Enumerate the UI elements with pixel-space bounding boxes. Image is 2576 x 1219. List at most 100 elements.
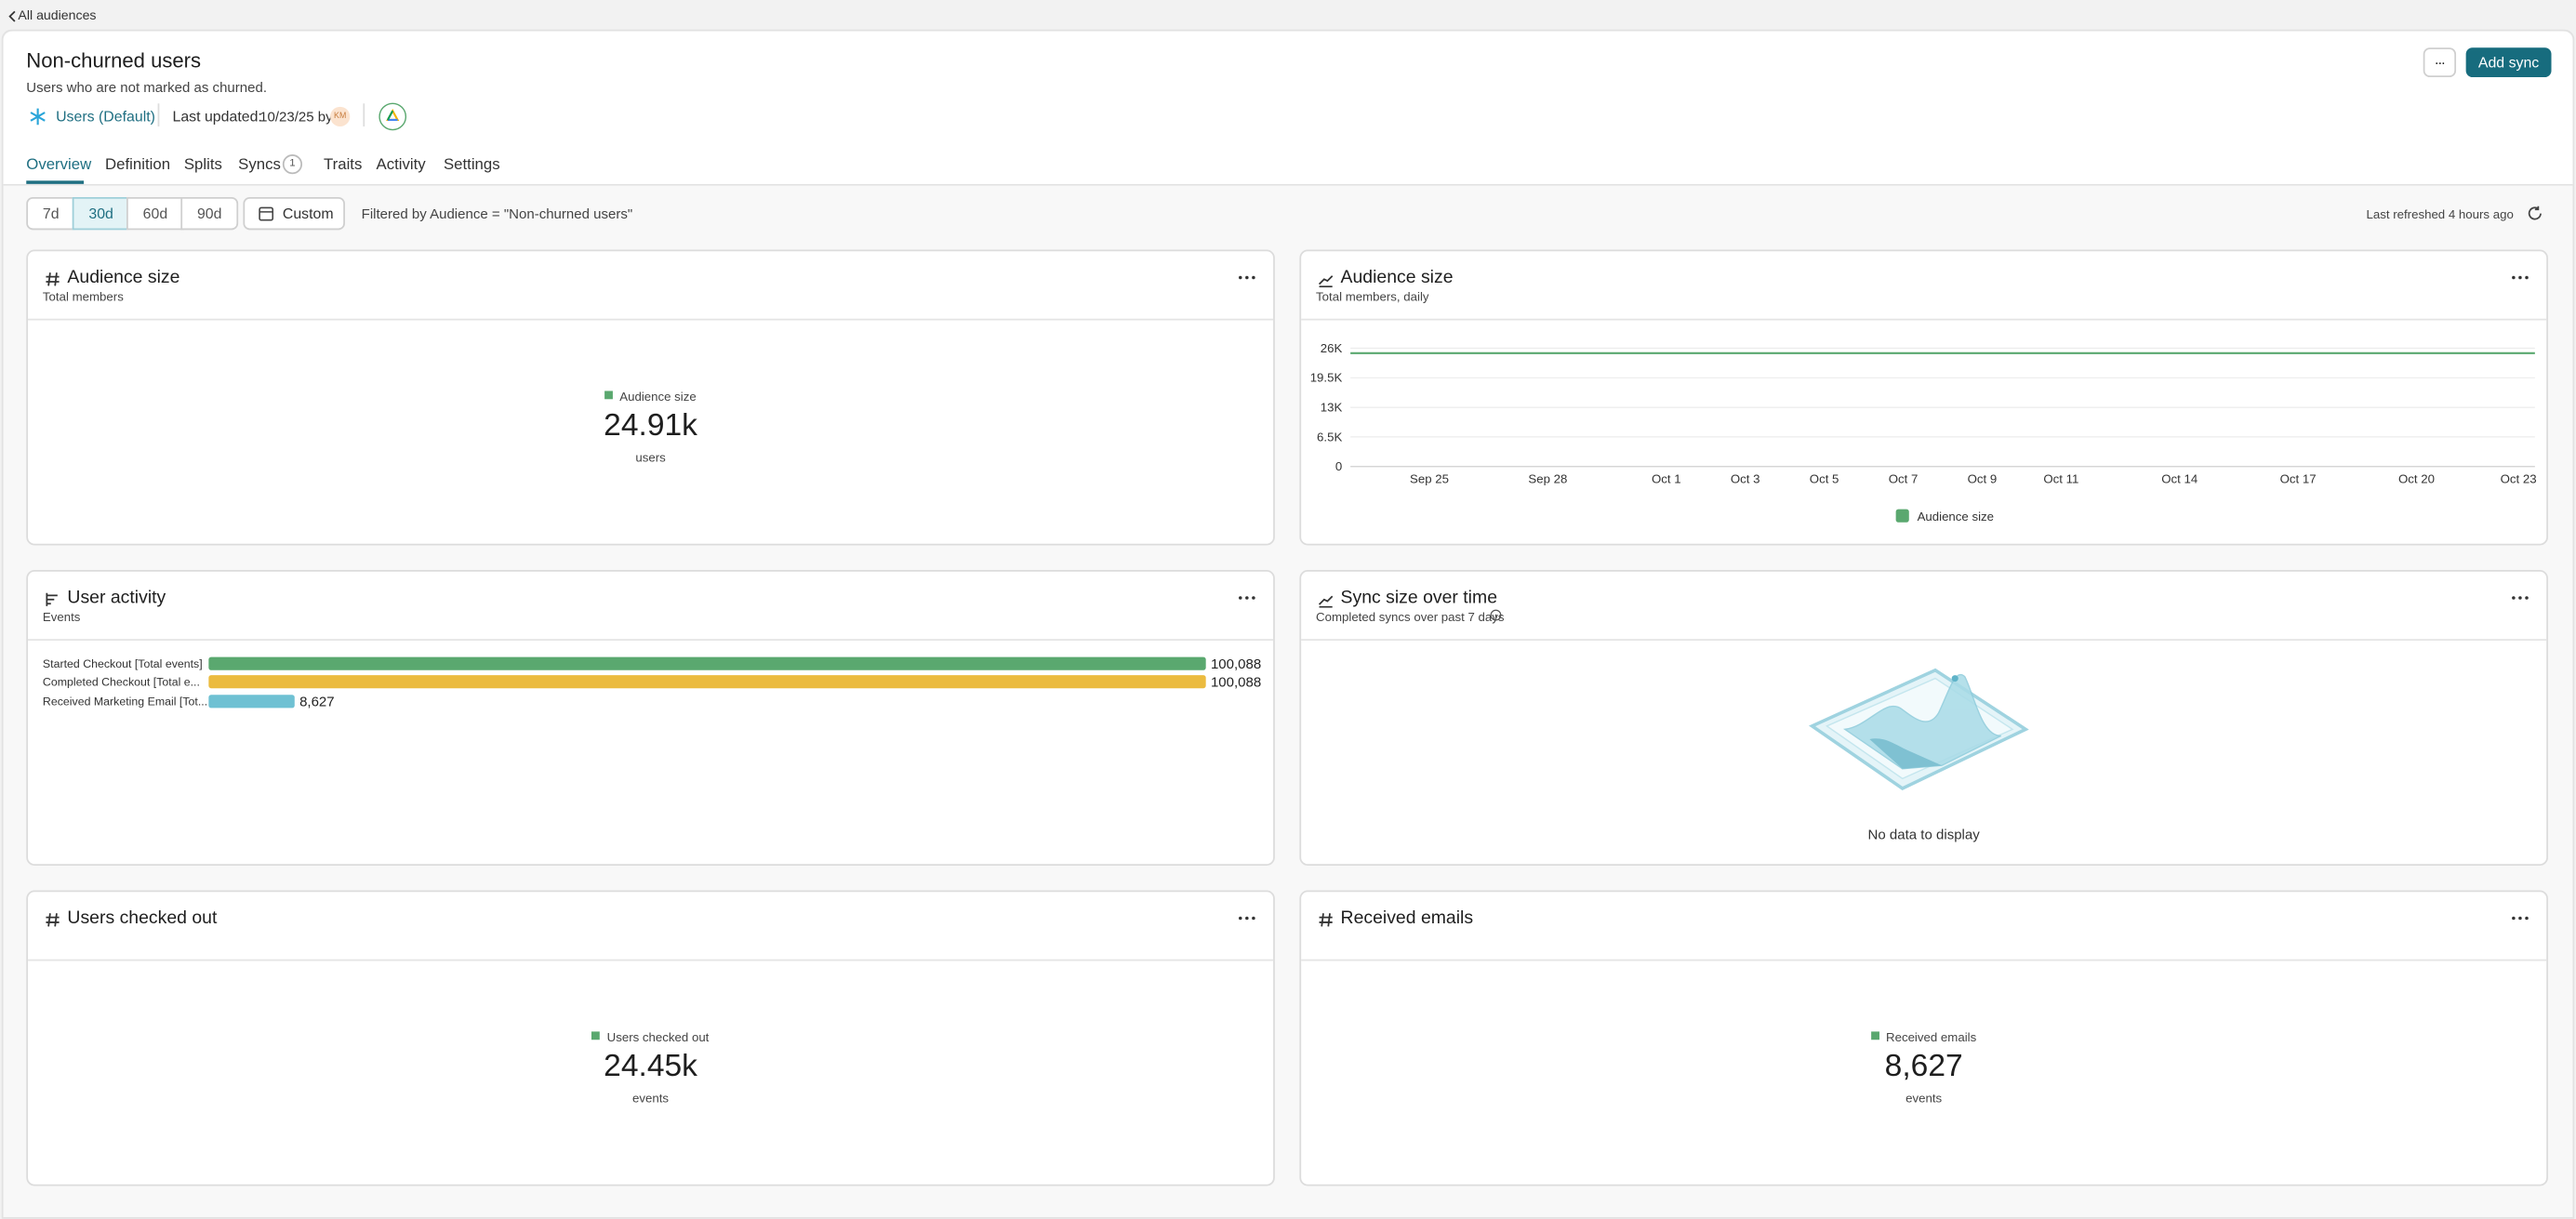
menu-dot: [2518, 916, 2522, 921]
menu-dot: [1252, 596, 1255, 600]
range-button[interactable]: 90d: [180, 196, 239, 231]
icon-stroke: [47, 913, 51, 927]
x-tick-label: Oct 9: [1968, 471, 1998, 485]
legend-swatch: [1871, 1031, 1879, 1040]
metric-legend: Received emails: [1301, 1030, 2546, 1048]
legend-label: Users checked out: [606, 1029, 710, 1045]
refresh-icon[interactable]: [2527, 205, 2543, 222]
tab[interactable]: Syncs: [238, 155, 281, 175]
panel-header: Sync size over time Completed syncs over …: [1301, 572, 2547, 641]
panel-icon: [46, 592, 58, 606]
icon-stroke: [1318, 275, 1334, 285]
y-tick-label: 26K: [1321, 341, 1343, 355]
destination-icon[interactable]: [378, 102, 407, 132]
menu-dot: [1245, 596, 1249, 600]
menu-dot: [2512, 916, 2516, 921]
panel-menu[interactable]: [1237, 913, 1256, 923]
y-tick-label: 13K: [1321, 401, 1343, 415]
legend-label: Audience size: [619, 389, 697, 404]
range-button[interactable]: 60d: [126, 196, 184, 231]
menu-dot: [2525, 916, 2529, 921]
panel-subtitle: Total members, daily: [1316, 288, 1429, 304]
panel-title: Audience size: [1340, 267, 1454, 288]
panel-icon: [1319, 913, 1333, 927]
refreshed-text: Last refreshed 4 hours ago: [2366, 206, 2514, 222]
value-label: 8,627: [299, 695, 335, 710]
chart: Started Checkout [Total events] 100,088 Co…: [43, 656, 1261, 710]
x-tick-label: Oct 14: [2161, 471, 2198, 485]
panel-title: Sync size over time: [1340, 588, 1498, 608]
menu-dot: [1239, 916, 1242, 921]
add-sync-button[interactable]: Add sync: [2465, 47, 2552, 78]
updated-date: 10/23/25 by: [259, 108, 333, 126]
panel: Audience size Total members Audience size 2…: [26, 249, 1275, 546]
x-tick-label: Oct 1: [1652, 471, 1681, 485]
bar: [208, 656, 1206, 670]
info-icon[interactable]: [1490, 609, 1502, 621]
menu-dot: [2512, 596, 2516, 600]
icon-stroke: [1327, 913, 1331, 927]
tab[interactable]: Definition: [105, 155, 171, 175]
menu-dot: [2525, 275, 2529, 280]
metric-value: 24.91k: [604, 408, 697, 444]
value-label: 100,088: [1211, 674, 1261, 690]
custom-button[interactable]: Custom: [243, 196, 345, 231]
divider: [363, 103, 365, 127]
panel-title: Audience size: [67, 267, 180, 288]
chart: 0 6.5K 13K 19.5K 26K Sep 25 Sep 28 Oct 1 Oct 3 Oc…: [1310, 341, 2537, 523]
value-label: 100,088: [1211, 656, 1261, 672]
panel-header: Audience size Total members: [28, 251, 1274, 321]
tab[interactable]: Overview: [26, 155, 92, 175]
legend-label: Audience size: [1918, 510, 1994, 523]
info-circle: [1490, 609, 1502, 621]
metric: Audience size 24.91k users: [28, 390, 1273, 465]
more-button[interactable]: ...: [2423, 47, 2457, 78]
range-button[interactable]: 30d: [72, 196, 130, 231]
header: Non-churned users Users who are not mark…: [3, 31, 2573, 186]
x-tick-label: Oct 17: [2280, 471, 2317, 485]
panel-menu[interactable]: [2510, 913, 2530, 923]
divider: [157, 103, 160, 127]
panel-menu[interactable]: [1237, 272, 1256, 283]
panel-subtitle: Total members: [42, 288, 124, 304]
range-button[interactable]: 7d: [26, 196, 76, 231]
panel-header: Users checked out: [28, 892, 1274, 961]
panel: Audience size Total members, daily 0 6.5K 13…: [1299, 249, 2548, 546]
legend-swatch: [604, 391, 614, 400]
updated-label: Last updated:: [172, 108, 262, 126]
menu-dot: [2518, 596, 2522, 600]
peak-dot: [1951, 675, 1959, 682]
bar-label: Received Marketing Email [Tot...: [43, 696, 207, 709]
tab[interactable]: Activity: [376, 155, 426, 175]
empty-text: No data to display: [1867, 826, 1980, 843]
model-link[interactable]: Users (Default): [56, 108, 155, 126]
back-icon: [8, 10, 16, 22]
panel-icon: [1318, 275, 1334, 288]
metric-legend: Audience size: [28, 390, 1273, 407]
custom-label: Custom: [282, 205, 334, 222]
tab-badge: 1: [282, 154, 303, 175]
panel-header: Received emails: [1301, 892, 2547, 961]
y-tick-label: 19.5K: [1310, 371, 1343, 385]
page-description: Users who are not marked as churned.: [26, 78, 268, 96]
menu-dot: [1239, 596, 1242, 600]
tab[interactable]: Traits: [324, 155, 363, 175]
panel: Sync size over time Completed syncs over …: [1299, 570, 2548, 866]
tab[interactable]: Settings: [443, 155, 500, 175]
panel-menu[interactable]: [2510, 272, 2530, 283]
panel-menu[interactable]: [2510, 593, 2530, 603]
menu-dot: [1239, 275, 1242, 280]
tab[interactable]: Splits: [183, 155, 222, 175]
breadcrumb[interactable]: All audiences: [18, 7, 97, 23]
calendar-icon: [259, 206, 274, 221]
panel-menu[interactable]: [1237, 593, 1256, 603]
bar-label: Completed Checkout [Total e...: [43, 676, 200, 689]
snowflake-icon: [30, 108, 46, 126]
panel-header: Audience size Total members, daily: [1301, 251, 2547, 321]
menu-dot: [1245, 275, 1249, 280]
panel-icon: [46, 913, 60, 927]
x-tick-label: Sep 25: [1410, 471, 1449, 485]
bar: [208, 675, 1206, 689]
bar-label: Started Checkout [Total events]: [43, 657, 203, 670]
